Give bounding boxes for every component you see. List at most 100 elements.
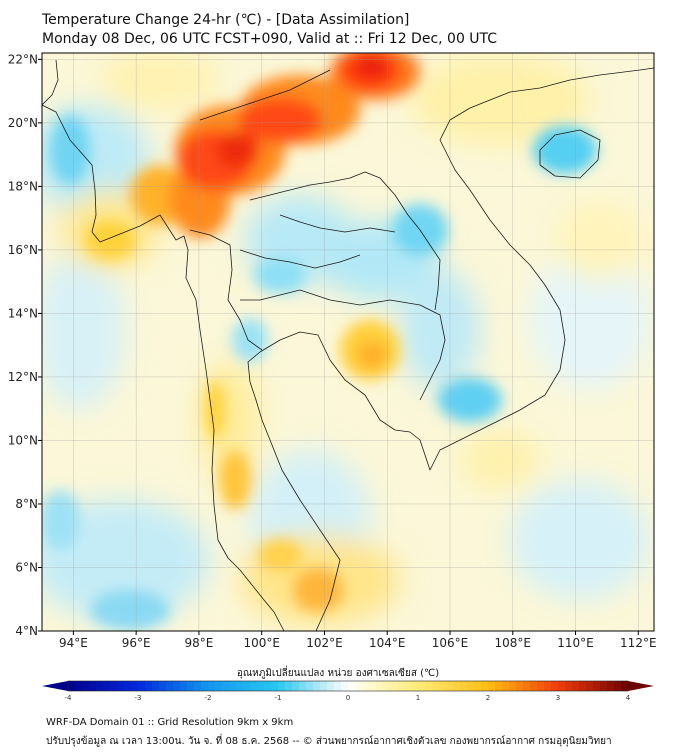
colorbar-cell bbox=[89, 681, 97, 691]
colorbar-cell bbox=[376, 681, 384, 691]
colorbar-cell bbox=[621, 681, 629, 691]
colorbar-cell bbox=[250, 681, 258, 691]
colorbar-cell bbox=[131, 681, 139, 691]
colorbar-cell bbox=[117, 681, 125, 691]
lat-tick-label: 6°N bbox=[15, 560, 38, 574]
colorbar-cell bbox=[446, 681, 454, 691]
colorbar-cell bbox=[68, 681, 76, 691]
lon-tick-label: 102°E bbox=[306, 636, 343, 650]
lon-tick-label: 112°E bbox=[620, 636, 657, 650]
colorbar-tick-label: -4 bbox=[65, 694, 73, 702]
temperature-field bbox=[42, 53, 654, 631]
colorbar-cell bbox=[278, 681, 286, 691]
colorbar-cell bbox=[299, 681, 307, 691]
colorbar-cell bbox=[110, 681, 118, 691]
chart-subtitle: Monday 08 Dec, 06 UTC FCST+090, Valid at… bbox=[42, 31, 498, 47]
lon-tick-label: 94°E bbox=[59, 636, 88, 650]
colorbar-cell bbox=[271, 681, 279, 691]
colorbar-tick-label: -2 bbox=[205, 694, 212, 702]
lon-tick-label: 106°E bbox=[432, 636, 469, 650]
colorbar-cell bbox=[257, 681, 265, 691]
colorbar-cell bbox=[495, 681, 503, 691]
colorbar-cell bbox=[145, 681, 153, 691]
colorbar-cell bbox=[327, 681, 335, 691]
colorbar-cell bbox=[82, 681, 90, 691]
colorbar-cell bbox=[432, 681, 440, 691]
colorbar-cell bbox=[502, 681, 510, 691]
longitude-labels: 94°E 96°E 98°E 100°E 102°E 104°E 106°E 108°E 110… bbox=[59, 631, 657, 650]
colorbar-cell bbox=[460, 681, 468, 691]
lon-tick-label: 98°E bbox=[184, 636, 213, 650]
colorbar-cell bbox=[565, 681, 573, 691]
colorbar: -4 -3 -2 -1 0 1 2 3 4 bbox=[42, 680, 654, 702]
colorbar-cell bbox=[320, 681, 328, 691]
colorbar-cell bbox=[537, 681, 545, 691]
lon-tick-label: 96°E bbox=[122, 636, 151, 650]
coastlines-and-borders bbox=[42, 59, 654, 631]
colorbar-cell bbox=[607, 681, 615, 691]
colorbar-label: อุณหภูมิเปลี่ยนแปลง หน่วย องศาเซลเซียส (… bbox=[236, 668, 440, 679]
colorbar-cell bbox=[467, 681, 475, 691]
colorbar-cell bbox=[488, 681, 496, 691]
colorbar-min-extension bbox=[42, 681, 68, 691]
colorbar-cell bbox=[201, 681, 209, 691]
colorbar-tick-label: 1 bbox=[416, 694, 420, 702]
lon-tick-label: 108°E bbox=[495, 636, 532, 650]
colorbar-cell bbox=[292, 681, 300, 691]
colorbar-cell bbox=[411, 681, 419, 691]
colorbar-cell bbox=[425, 681, 433, 691]
colorbar-cell bbox=[313, 681, 321, 691]
colorbar-cell bbox=[138, 681, 146, 691]
colorbar-cell bbox=[229, 681, 237, 691]
lat-tick-label: 18°N bbox=[8, 179, 38, 193]
colorbar-cell bbox=[180, 681, 188, 691]
colorbar-cell bbox=[586, 681, 594, 691]
colorbar-cell bbox=[474, 681, 482, 691]
colorbar-max-extension bbox=[628, 681, 654, 691]
colorbar-tick-label: -1 bbox=[275, 694, 282, 702]
colorbar-cell bbox=[222, 681, 230, 691]
colorbar-cell bbox=[481, 681, 489, 691]
lat-tick-label: 4°N bbox=[15, 624, 38, 638]
colorbar-cell bbox=[579, 681, 587, 691]
colorbar-cell bbox=[418, 681, 426, 691]
colorbar-cell bbox=[558, 681, 566, 691]
colorbar-cell bbox=[285, 681, 293, 691]
colorbar-cell bbox=[166, 681, 174, 691]
colorbar-cell bbox=[572, 681, 580, 691]
colorbar-cell bbox=[124, 681, 132, 691]
colorbar-cell bbox=[551, 681, 559, 691]
colorbar-tick-label: -3 bbox=[135, 694, 142, 702]
lat-tick-label: 8°N bbox=[15, 497, 38, 511]
lat-tick-label: 12°N bbox=[8, 370, 38, 384]
lat-tick-label: 20°N bbox=[8, 116, 38, 130]
colorbar-cell bbox=[383, 681, 391, 691]
colorbar-cell bbox=[362, 681, 370, 691]
colorbar-cell bbox=[516, 681, 524, 691]
colorbar-cell bbox=[348, 681, 356, 691]
colorbar-cell bbox=[306, 681, 314, 691]
lon-tick-label: 100°E bbox=[243, 636, 280, 650]
map-frame bbox=[41, 52, 655, 632]
colorbar-cell bbox=[75, 681, 83, 691]
colorbar-cell bbox=[103, 681, 111, 691]
colorbar-cell bbox=[390, 681, 398, 691]
colorbar-cell bbox=[187, 681, 195, 691]
colorbar-cell bbox=[159, 681, 167, 691]
colorbar-tick-label: 2 bbox=[486, 694, 490, 702]
colorbar-cell bbox=[208, 681, 216, 691]
colorbar-cell bbox=[404, 681, 412, 691]
colorbar-cell bbox=[264, 681, 272, 691]
colorbar-cell bbox=[453, 681, 461, 691]
colorbar-cell bbox=[397, 681, 405, 691]
colorbar-cell bbox=[355, 681, 363, 691]
colorbar-cell bbox=[173, 681, 181, 691]
colorbar-cell bbox=[96, 681, 104, 691]
footer-credit: ปรับปรุงข้อมูล ณ เวลา 13:00น. วัน จ. ที่… bbox=[46, 736, 612, 747]
lat-tick-label: 22°N bbox=[8, 52, 38, 66]
lat-tick-label: 14°N bbox=[8, 306, 38, 320]
colorbar-cell bbox=[593, 681, 601, 691]
colorbar-cell bbox=[194, 681, 202, 691]
graticule bbox=[42, 53, 654, 632]
